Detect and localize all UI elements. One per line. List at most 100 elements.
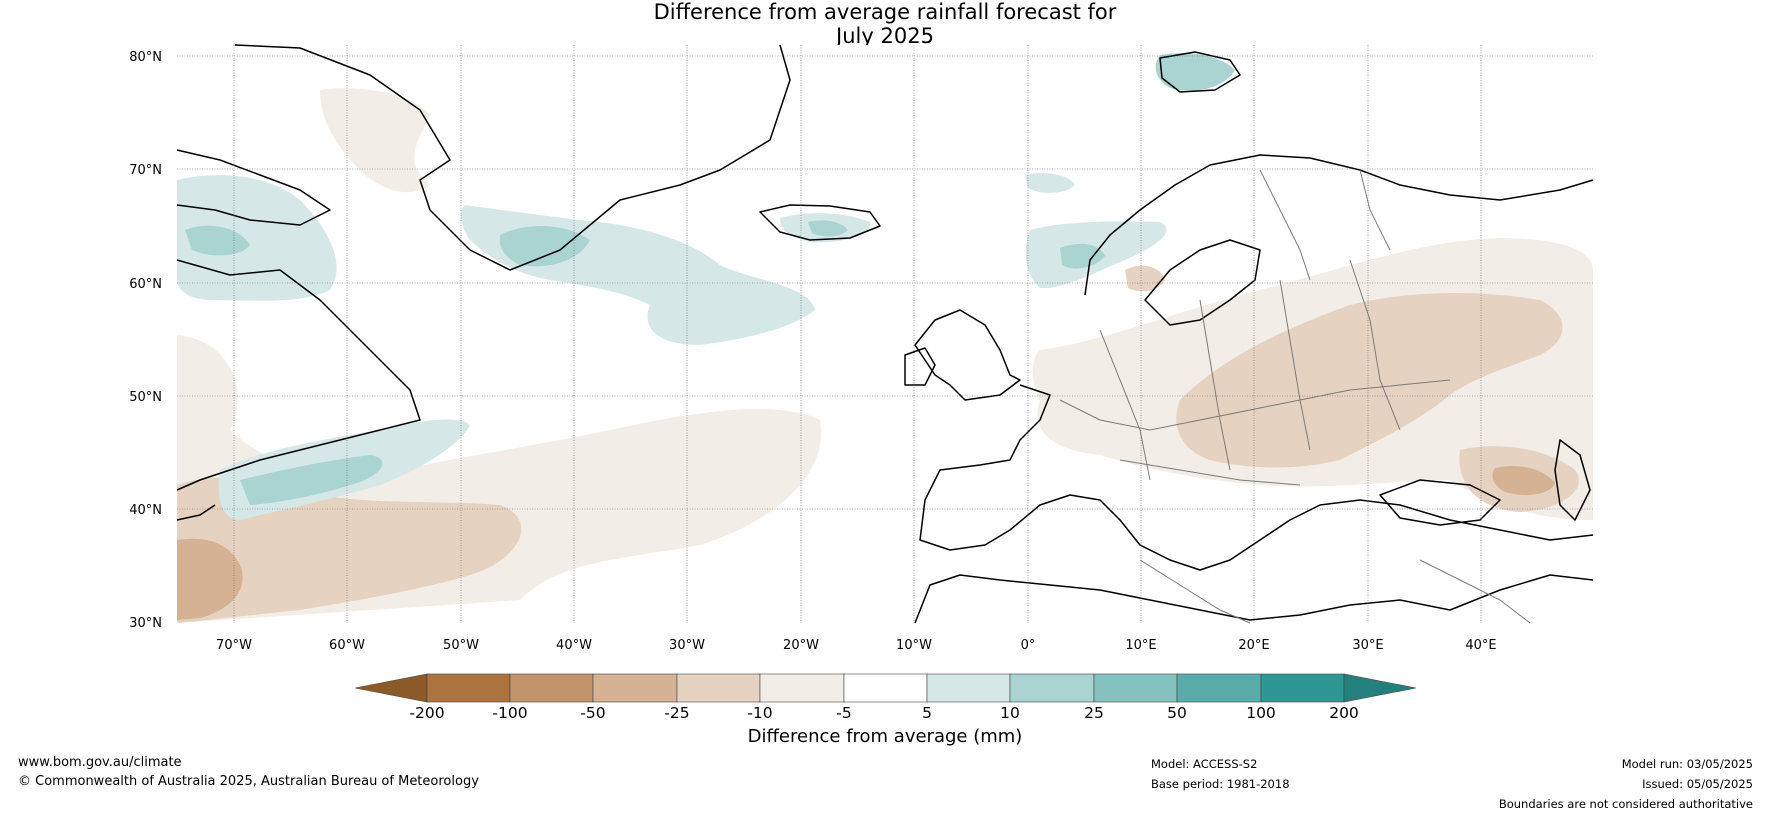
coastlines — [176, 44, 1594, 624]
colorbar-tick: 25 — [1084, 704, 1104, 722]
iceland-coast — [759, 204, 881, 241]
colorbar-segment — [1260, 673, 1345, 703]
border-3 — [1199, 299, 1231, 471]
colorbar-tick: -10 — [747, 704, 772, 722]
wet-region-greenland-core — [499, 225, 590, 267]
dry-region-atlantic-south-3 — [177, 538, 243, 620]
colorbar-extend-low — [354, 673, 428, 703]
border-9 — [1259, 169, 1311, 281]
dry-region-europe-core — [1176, 293, 1563, 468]
north-america-south-coast — [176, 504, 216, 521]
border-4 — [1279, 279, 1311, 451]
model-run-date: Model run: 03/05/2025 — [1621, 757, 1753, 771]
colorbar-ticks: -200 -100 -50 -25 -10 -5 5 10 25 50 100 … — [409, 704, 1358, 722]
colorbar-tick: 200 — [1329, 704, 1359, 722]
dry-region-caspian-core — [1492, 465, 1555, 495]
border-1 — [1059, 379, 1451, 431]
greenland-coast — [234, 44, 791, 271]
baffin-coast — [176, 149, 331, 226]
footer-model-info: Model: ACCESS-S2 Base period: 1981-2018 — [1151, 754, 1290, 794]
lat-label: 70°N — [129, 163, 162, 178]
footer-run-info: Model run: 03/05/2025 Issued: 05/05/2025… — [1499, 754, 1753, 814]
labrador-coast — [176, 259, 421, 491]
model-name: Model: ACCESS-S2 — [1151, 757, 1258, 771]
lon-label: 30°W — [669, 638, 705, 653]
dry-anomaly-regions — [177, 88, 1593, 623]
colorbar-segment — [1093, 673, 1178, 703]
lat-label: 80°N — [129, 50, 162, 65]
norway-coast — [1084, 154, 1594, 296]
wet-anomaly-regions — [177, 53, 1235, 520]
colorbar-tick: 5 — [922, 704, 932, 722]
dry-region-scandinavia — [1125, 265, 1165, 292]
border-5 — [1349, 259, 1401, 431]
political-borders — [1059, 169, 1531, 624]
map-panel — [176, 44, 1594, 624]
colorbar-segment — [1176, 673, 1262, 703]
colorbar-extend-high — [1343, 673, 1417, 703]
colorbar-tick: -25 — [664, 704, 689, 722]
border-7 — [1139, 559, 1251, 624]
dry-region-labrador — [320, 88, 430, 193]
website-link[interactable]: www.bom.gov.au/climate — [18, 755, 182, 770]
black-sea-coast — [1379, 479, 1501, 526]
lon-label: 10°W — [896, 638, 932, 653]
lon-label: 40°W — [556, 638, 592, 653]
longitude-labels: 70°W 60°W 50°W 40°W 30°W 20°W 10°W 0° 10… — [216, 638, 1497, 653]
colorbar-segment — [509, 673, 594, 703]
colorbar-tick: -100 — [492, 704, 527, 722]
colorbar-tick: 100 — [1246, 704, 1276, 722]
colorbar-segment — [843, 673, 928, 703]
border-10 — [1359, 169, 1391, 251]
uk-coast — [914, 309, 1021, 401]
colorbar-tick: -5 — [836, 704, 851, 722]
issued-date: Issued: 05/05/2025 — [1642, 777, 1753, 791]
ireland-coast — [904, 347, 936, 386]
border-2 — [1099, 329, 1151, 481]
colorbar-tick: 50 — [1167, 704, 1187, 722]
border-6 — [1119, 459, 1301, 486]
gridlines — [177, 45, 1593, 623]
europe-west-coast — [919, 384, 1594, 571]
lon-label: 40°E — [1465, 638, 1496, 653]
copyright-text: © Commonwealth of Australia 2025, Austra… — [18, 774, 479, 789]
map-title: Difference from average rainfall forecas… — [0, 0, 1770, 48]
wet-region-svalbard — [1155, 53, 1235, 91]
lon-label: 30°E — [1352, 638, 1383, 653]
colorbar-tick: -50 — [580, 704, 605, 722]
caspian-coast — [1554, 439, 1591, 521]
base-period: Base period: 1981-2018 — [1151, 777, 1290, 791]
border-8 — [1419, 559, 1531, 624]
north-africa-coast — [914, 574, 1594, 624]
colorbar — [354, 673, 1417, 703]
title-line-2: July 2025 — [836, 24, 934, 48]
lat-label: 40°N — [129, 503, 162, 518]
lon-label: 0° — [1021, 638, 1036, 653]
lat-label: 50°N — [129, 390, 162, 405]
colorbar-tick: -200 — [409, 704, 444, 722]
wet-region-iceland-core — [808, 220, 848, 237]
colorbar-segment — [759, 673, 845, 703]
boundaries-disclaimer: Boundaries are not considered authoritat… — [1498, 797, 1753, 811]
lon-label: 60°W — [329, 638, 365, 653]
lon-label: 20°W — [783, 638, 819, 653]
lon-label: 70°W — [216, 638, 252, 653]
lat-label: 30°N — [129, 616, 162, 631]
wet-region-norway-core — [1060, 243, 1105, 269]
title-line-1: Difference from average rainfall forecas… — [653, 0, 1117, 24]
svalbard-coast — [1159, 51, 1241, 93]
colorbar-segment — [592, 673, 678, 703]
colorbar-segment — [926, 673, 1011, 703]
lon-label: 20°E — [1238, 638, 1269, 653]
footer-left: www.bom.gov.au/climate © Commonwealth of… — [18, 753, 479, 791]
colorbar-segment — [426, 673, 511, 703]
lon-label: 10°E — [1125, 638, 1156, 653]
lon-label: 50°W — [443, 638, 479, 653]
colorbar-tick: 10 — [1000, 704, 1020, 722]
colorbar-segment — [1009, 673, 1095, 703]
colorbar-segment — [676, 673, 761, 703]
wet-region-labrador-west — [177, 175, 337, 301]
latitude-labels: 80°N 70°N 60°N 50°N 40°N 30°N — [129, 50, 162, 631]
lat-label: 60°N — [129, 277, 162, 292]
